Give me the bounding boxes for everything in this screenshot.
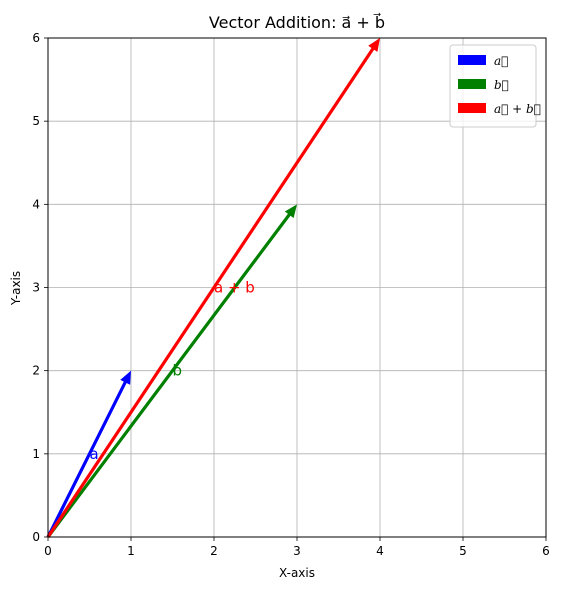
legend-label: b⃗ [494,78,509,92]
vector-layer: a b a + b [46,38,381,538]
legend-swatch [458,79,486,89]
vector-sum-arrow [46,38,381,538]
x-tick-label: 3 [293,544,301,558]
legend: a⃗ b⃗ a⃗ + b⃗ [449,44,541,128]
vector-sum-label: a + b [214,279,255,297]
x-tick-label: 2 [210,544,218,558]
x-tick-label: 5 [459,544,467,558]
vector-b-arrow [46,204,297,538]
x-tick-label: 0 [44,544,52,558]
legend-label: a⃗ [494,54,508,68]
x-axis-label: X-axis [279,566,315,580]
x-tick-label: 1 [127,544,135,558]
y-tick-label: 1 [32,447,40,461]
y-tick-label: 6 [32,31,40,45]
y-tick-label: 4 [32,197,40,211]
vector-a-arrow [46,370,131,538]
y-axis-label: Y-axis [9,271,23,306]
legend-swatch [458,55,486,65]
y-tick-label: 5 [32,114,40,128]
x-tick-label: 6 [542,544,550,558]
legend-swatch [458,103,486,113]
y-tick-label: 3 [32,281,40,295]
legend-label: a⃗ + b⃗ [494,102,541,116]
x-tick-label: 4 [376,544,384,558]
chart-title: Vector Addition: a⃗ + b⃗ [209,12,385,32]
vector-b-label: b [173,362,183,380]
y-tick-label: 2 [32,364,40,378]
vector-a-label: a [90,445,99,463]
tick-layer: 0 1 2 3 4 5 6 0 1 2 3 4 5 6 [32,31,549,558]
y-tick-label: 0 [32,530,40,544]
